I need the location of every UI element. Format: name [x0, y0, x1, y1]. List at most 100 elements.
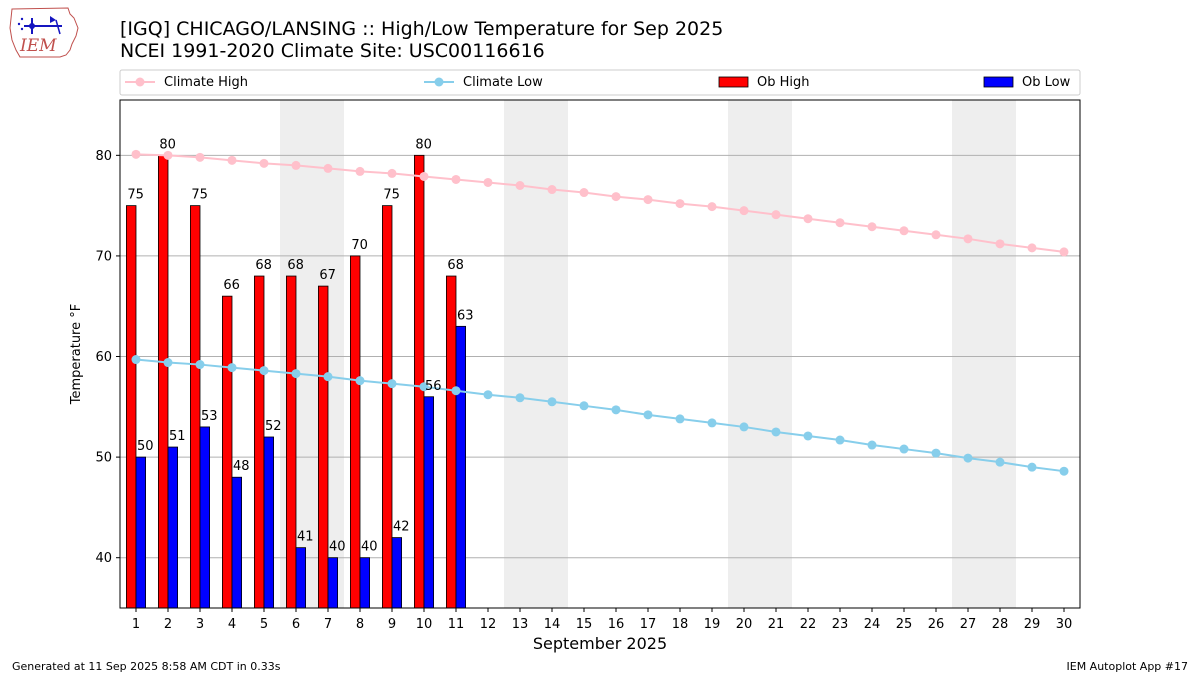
- point-climate-high: [867, 222, 877, 232]
- point-climate-low: [867, 440, 877, 450]
- bar-ob-low: [391, 537, 403, 609]
- x-tick-label: 1: [132, 617, 140, 632]
- point-climate-low: [771, 427, 781, 437]
- x-tick-label: 15: [576, 617, 593, 632]
- legend-climate-high: Climate High: [125, 75, 248, 90]
- label-ob-high: 75: [191, 188, 208, 203]
- point-climate-high: [195, 152, 205, 162]
- label-ob-low: 53: [201, 409, 218, 424]
- x-tick-label: 8: [356, 617, 364, 632]
- point-climate-low: [675, 414, 685, 424]
- bar-ob-high: [221, 295, 233, 609]
- y-tick-label: 80: [95, 149, 112, 164]
- x-axis: 1 2 3 4 5 6 7 8 9 10 11 12 13 14 15 16 17 18 19 20 21 22 23 24 2…: [132, 608, 1072, 632]
- label-ob-low: 40: [329, 540, 346, 555]
- y-tick-label: 50: [95, 451, 112, 466]
- bar-ob-high: [285, 275, 297, 609]
- point-climate-low: [419, 382, 429, 392]
- bar-ob-low: [455, 325, 467, 609]
- weekend-band: [952, 100, 1016, 608]
- bar-ob-low: [263, 436, 275, 609]
- data-labels: 75 80 75 66 68 68 67 70 75 80 68 50 51 53 48 52 41 40 40 42…: [127, 137, 473, 554]
- point-climate-low: [355, 376, 365, 386]
- plot-frame: [119, 99, 1081, 609]
- point-climate-low: [1027, 462, 1037, 472]
- legend: Climate High Climate Low Ob High Ob Low: [119, 69, 1081, 96]
- bar-ob-high: [317, 285, 329, 609]
- observation-bars: [126, 154, 467, 609]
- bar-ob-low: [167, 446, 179, 609]
- bar-ob-high: [349, 255, 361, 609]
- point-climate-low: [739, 422, 749, 432]
- point-climate-high: [227, 155, 237, 165]
- point-climate-low: [259, 366, 269, 376]
- bar-ob-low: [327, 557, 339, 609]
- legend-climate-low: Climate Low: [424, 75, 543, 90]
- x-tick-label: 14: [544, 617, 561, 632]
- bar-ob-low: [231, 476, 243, 609]
- point-climate-high: [675, 199, 685, 209]
- x-tick-label: 19: [704, 617, 721, 632]
- point-climate-high: [259, 158, 269, 168]
- point-climate-high: [131, 149, 141, 159]
- point-climate-low: [995, 457, 1005, 467]
- point-climate-low: [195, 360, 205, 370]
- point-climate-low: [227, 363, 237, 373]
- point-climate-low: [483, 390, 493, 400]
- bar-ob-low: [199, 426, 211, 609]
- label-ob-low: 52: [265, 419, 282, 434]
- label-ob-high: 75: [383, 188, 400, 203]
- point-climate-low: [1059, 466, 1069, 476]
- x-tick-label: 26: [928, 617, 945, 632]
- point-climate-high: [163, 150, 173, 160]
- climate-lines: [131, 149, 1069, 476]
- x-axis-title: September 2025: [533, 634, 667, 653]
- label-ob-high: 68: [287, 258, 304, 273]
- legend-ob-high: Ob High: [718, 75, 810, 90]
- point-climate-high: [803, 214, 813, 224]
- point-climate-low: [163, 358, 173, 368]
- x-tick-label: 25: [896, 617, 913, 632]
- point-climate-high: [323, 163, 333, 173]
- x-tick-label: 6: [292, 617, 300, 632]
- label-ob-high: 66: [223, 278, 240, 293]
- x-tick-label: 10: [416, 617, 433, 632]
- label-ob-low: 42: [393, 520, 410, 535]
- point-climate-low: [579, 401, 589, 411]
- point-climate-high: [771, 210, 781, 220]
- x-tick-label: 2: [164, 617, 172, 632]
- point-climate-low: [323, 372, 333, 382]
- point-climate-low: [451, 386, 461, 396]
- legend-label-climate-low: Climate Low: [463, 75, 543, 90]
- x-tick-label: 24: [864, 617, 881, 632]
- y-tick-label: 70: [95, 249, 112, 264]
- point-climate-low: [291, 369, 301, 379]
- x-tick-label: 4: [228, 617, 236, 632]
- bar-ob-low: [135, 456, 147, 609]
- x-tick-label: 11: [448, 617, 465, 632]
- x-tick-label: 20: [736, 617, 753, 632]
- point-climate-high: [387, 168, 397, 178]
- x-tick-label: 18: [672, 617, 689, 632]
- x-tick-label: 5: [260, 617, 268, 632]
- point-climate-high: [291, 160, 301, 170]
- point-climate-low: [931, 448, 941, 458]
- chart-subtitle: NCEI 1991-2020 Climate Site: USC00116616: [120, 40, 545, 62]
- point-climate-high: [483, 177, 493, 187]
- bar-ob-low: [359, 557, 371, 609]
- x-tick-label: 29: [1024, 617, 1041, 632]
- bar-ob-high: [413, 154, 425, 609]
- y-axis-title: Temperature °F: [69, 304, 84, 405]
- point-climate-high: [579, 188, 589, 198]
- legend-ob-low: Ob Low: [983, 75, 1071, 90]
- x-tick-label: 7: [324, 617, 332, 632]
- label-ob-high: 70: [351, 238, 368, 253]
- x-tick-label: 16: [608, 617, 625, 632]
- label-ob-low: 48: [233, 459, 250, 474]
- label-ob-high: 67: [319, 268, 336, 283]
- label-ob-high: 80: [415, 137, 432, 152]
- iowa-outline-icon: [9, 7, 79, 58]
- x-tick-label: 28: [992, 617, 1009, 632]
- point-climate-high: [451, 174, 461, 184]
